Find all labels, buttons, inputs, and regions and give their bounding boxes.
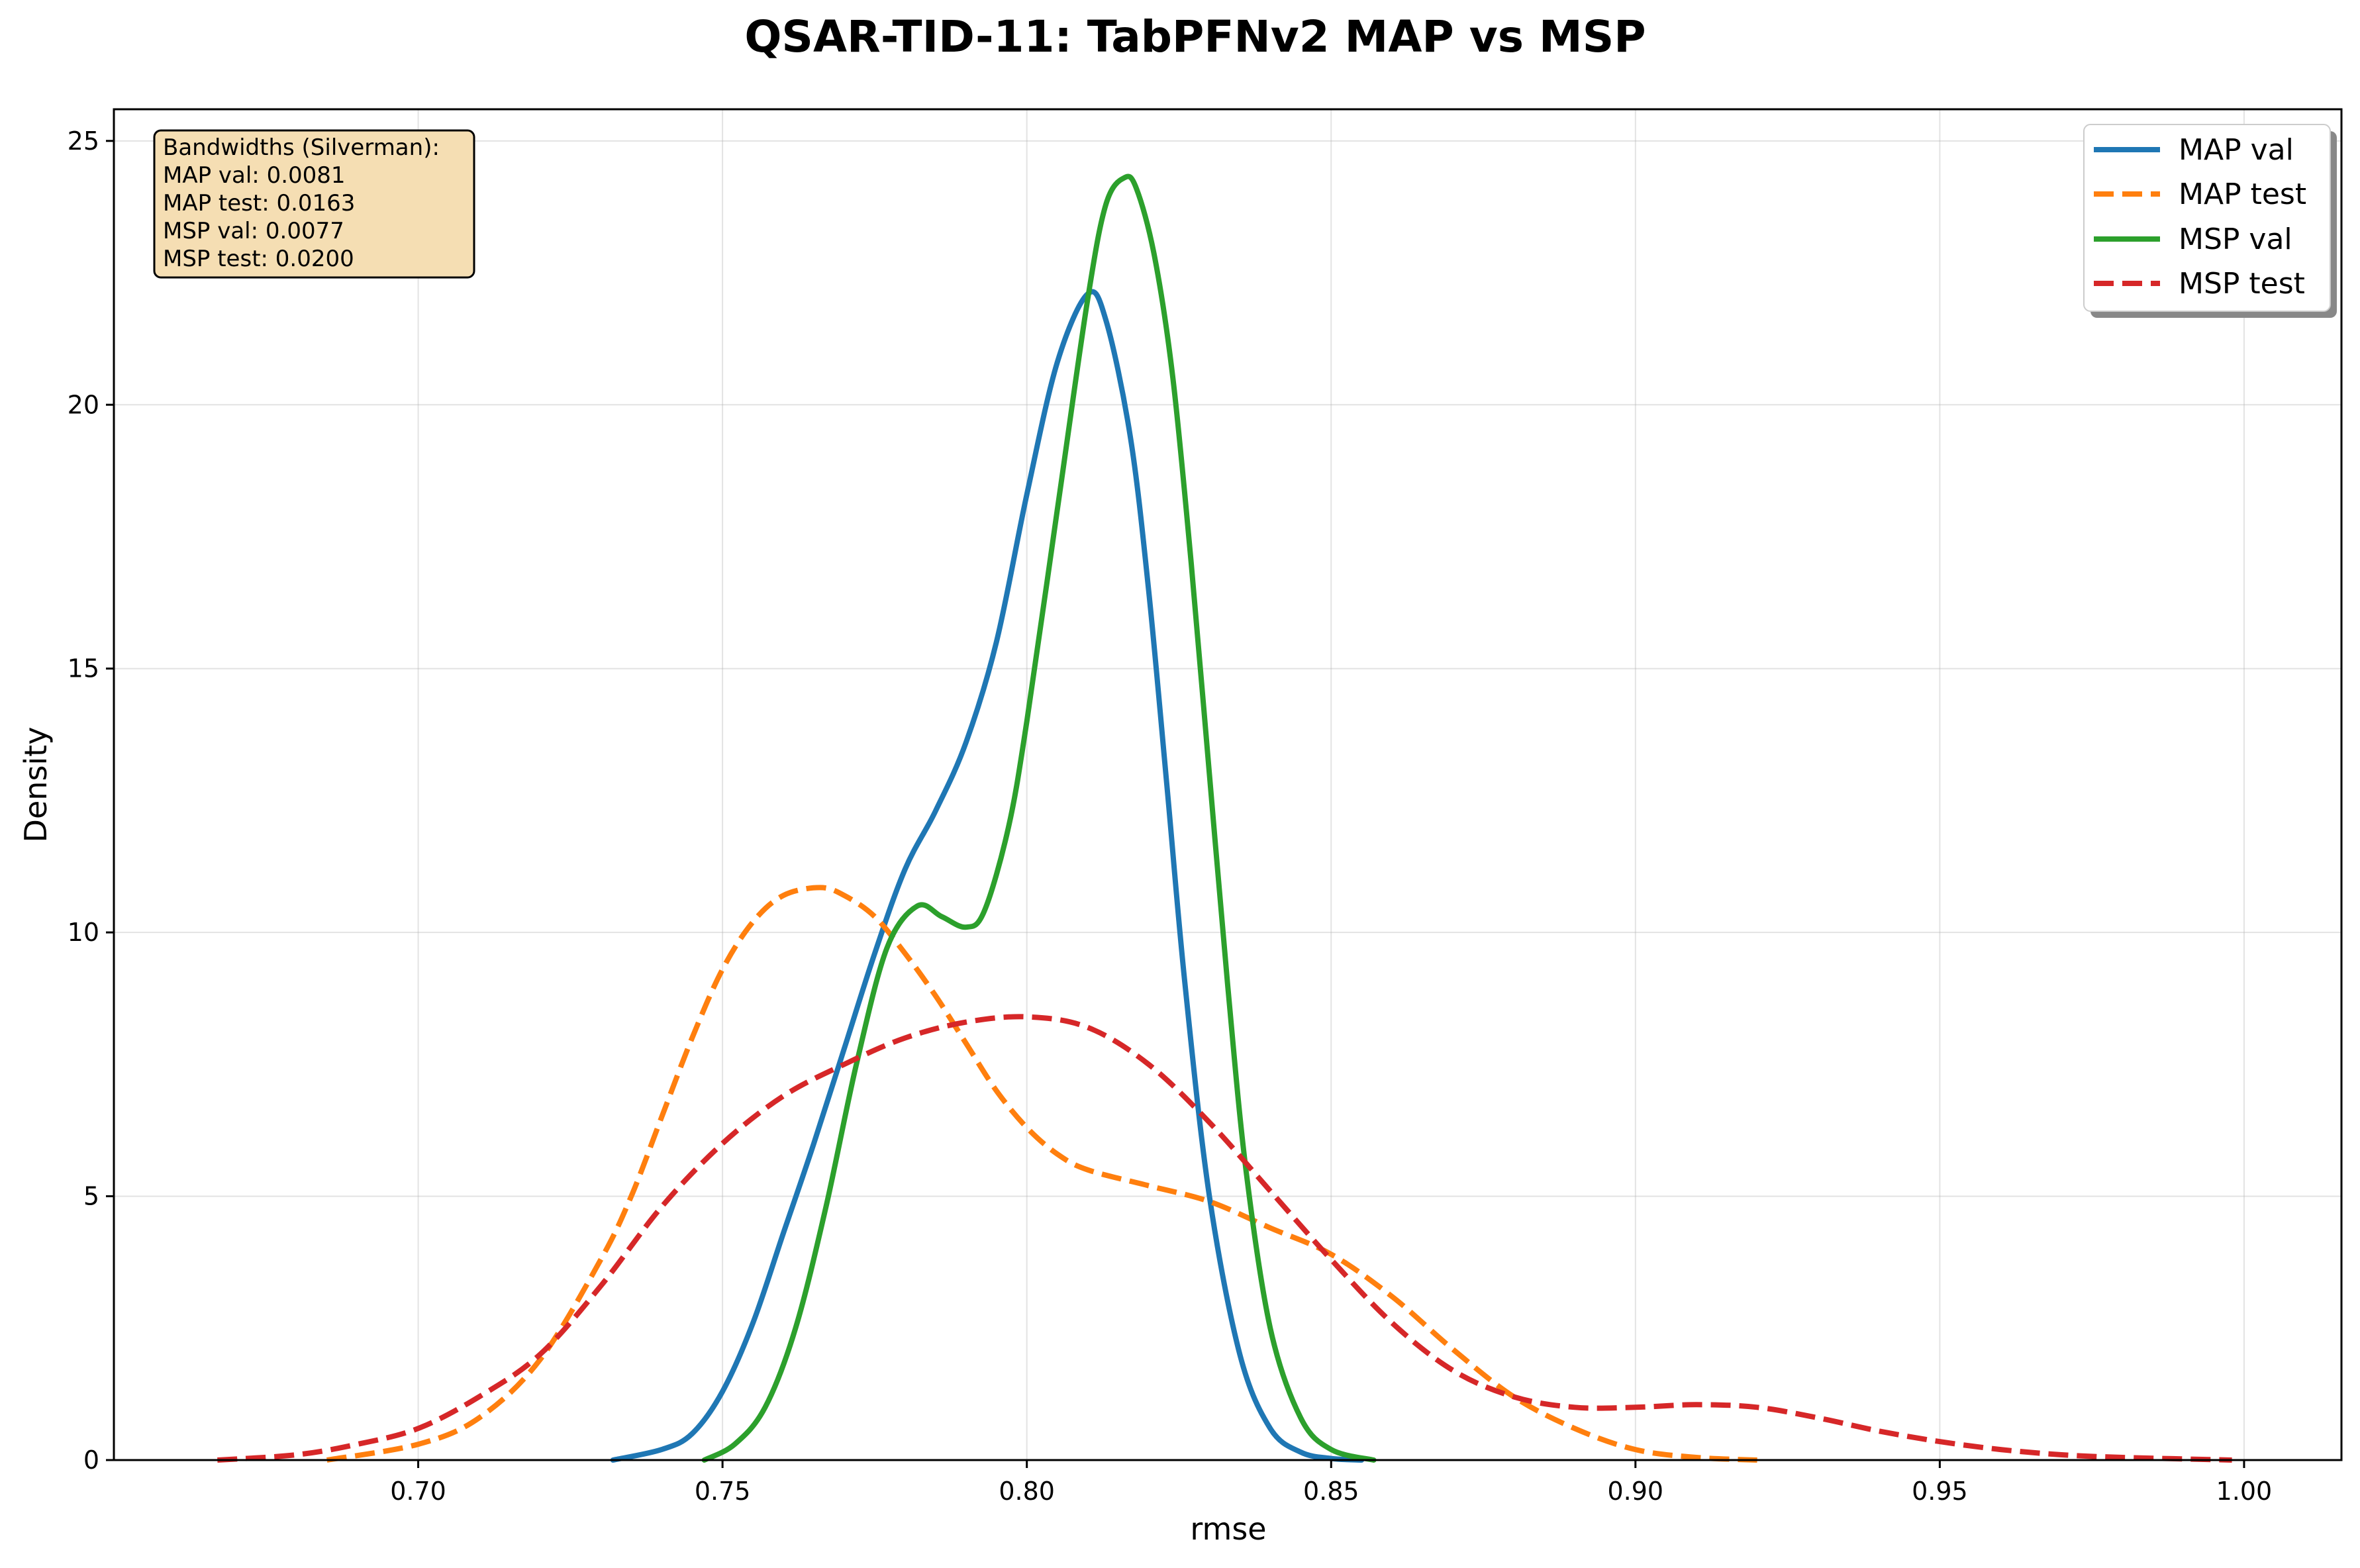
x-tick-label: 0.90 bbox=[1608, 1477, 1664, 1506]
legend-label: MSP test bbox=[2179, 267, 2305, 301]
x-tick-label: 0.80 bbox=[999, 1477, 1055, 1506]
x-tick-label: 0.75 bbox=[695, 1477, 751, 1506]
x-tick-label: 0.70 bbox=[390, 1477, 446, 1506]
legend-label: MAP test bbox=[2179, 177, 2306, 211]
y-tick-label: 0 bbox=[83, 1446, 99, 1475]
x-tick-label: 0.85 bbox=[1303, 1477, 1359, 1506]
legend-label: MSP val bbox=[2179, 222, 2292, 256]
legend-box bbox=[2083, 124, 2331, 312]
series-line-msp-test bbox=[217, 1014, 2232, 1463]
annotation-line: MAP test: 0.0163 bbox=[163, 190, 355, 217]
legend-label: MAP val bbox=[2179, 133, 2294, 167]
y-tick-label: 5 bbox=[83, 1182, 99, 1211]
annotation-line: MSP val: 0.0077 bbox=[163, 218, 344, 244]
plot-frame bbox=[113, 108, 2343, 1461]
y-tick-label: 10 bbox=[68, 918, 99, 947]
x-axis-label: rmse bbox=[1190, 1511, 1266, 1547]
y-tick-label: 20 bbox=[68, 390, 99, 419]
annotation-line: MAP val: 0.0081 bbox=[163, 162, 346, 189]
annotation-line: MSP test: 0.0200 bbox=[163, 246, 354, 272]
series-line-map-val bbox=[610, 289, 1365, 1463]
y-axis-label: Density bbox=[18, 727, 54, 843]
bandwidth-annotation: Bandwidths (Silverman): MAP val: 0.0081 … bbox=[153, 129, 475, 279]
annotation-box bbox=[153, 129, 475, 279]
series-line-msp-val bbox=[701, 173, 1377, 1463]
x-tick-label: 1.00 bbox=[2216, 1477, 2273, 1506]
y-tick-label: 15 bbox=[68, 654, 99, 683]
x-tick-label: 0.95 bbox=[1912, 1477, 1968, 1506]
y-tick-label: 25 bbox=[68, 126, 99, 156]
chart-title: QSAR-TID-11: TabPFNv2 MAP vs MSP bbox=[744, 11, 1646, 62]
y-axis-ticks: 0 5 10 15 20 25 bbox=[68, 126, 114, 1475]
series-layer bbox=[217, 173, 2232, 1463]
x-axis-ticks: 0.70 0.75 0.80 0.85 0.90 0.95 1.00 bbox=[390, 1460, 2272, 1506]
legend: MAP val MAP test MSP val MSP test bbox=[2083, 124, 2337, 318]
annotation-line: Bandwidths (Silverman): bbox=[163, 134, 440, 161]
